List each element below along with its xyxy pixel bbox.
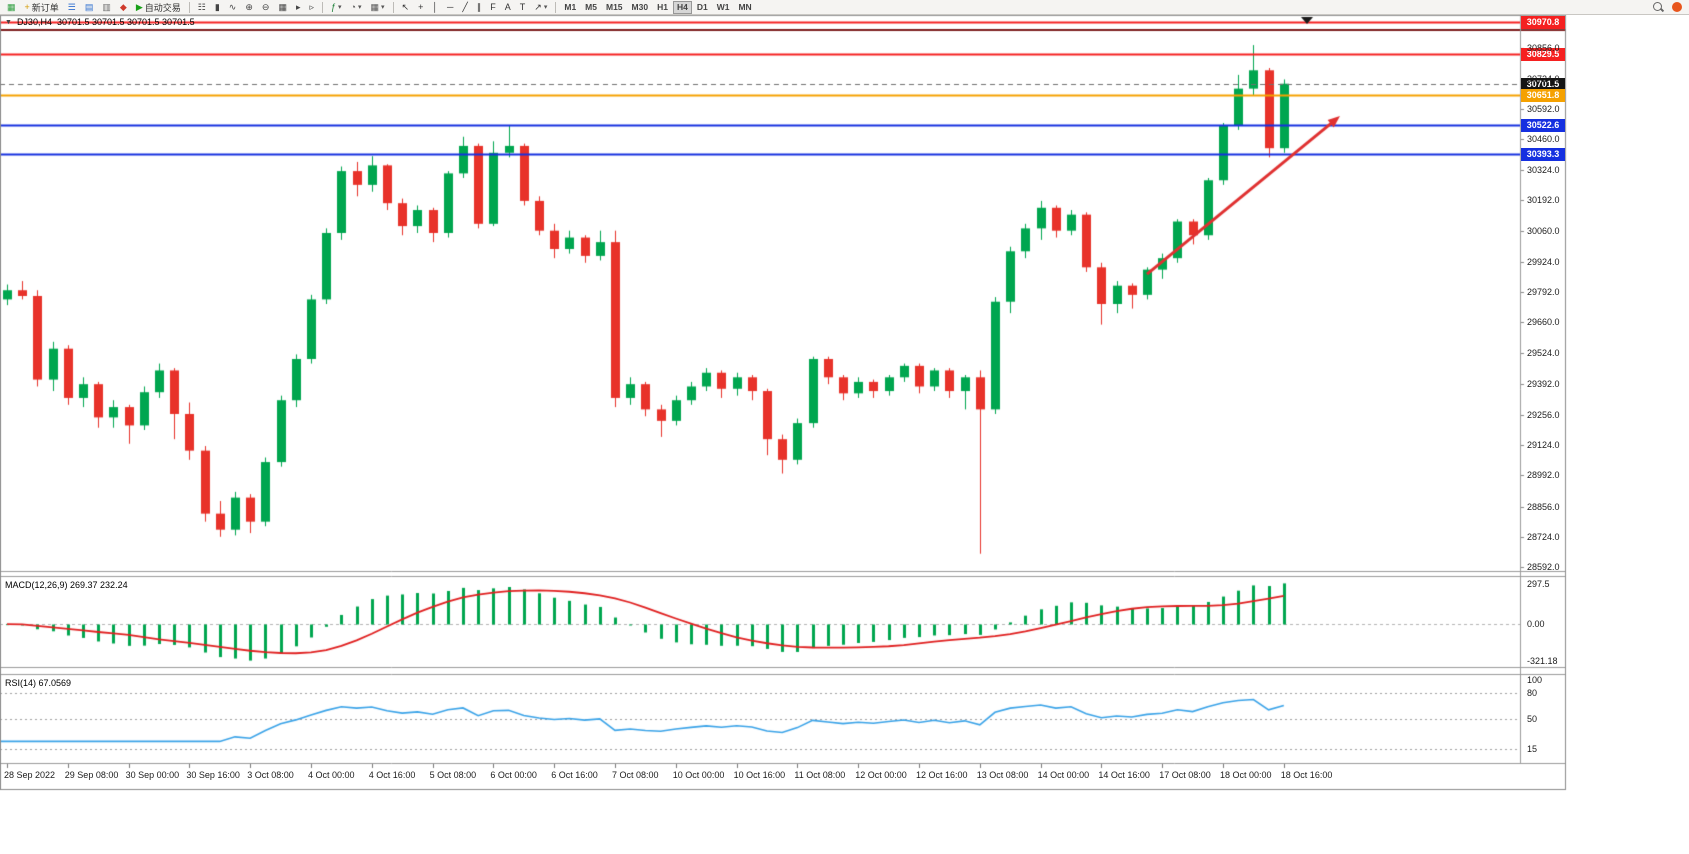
text-button[interactable]: A xyxy=(501,1,515,14)
crosshair-button[interactable]: + xyxy=(414,1,427,14)
ohlc-values: 30701.5 30701.5 30701.5 30701.5 xyxy=(56,17,195,27)
timeframe-m15-button[interactable]: M15 xyxy=(602,1,627,14)
trendline-icon: ╱ xyxy=(462,1,468,12)
bar-chart-style-icon: ☷ xyxy=(197,1,206,12)
equidistant-channel-button[interactable]: ∥ xyxy=(473,1,486,14)
notification-icon[interactable] xyxy=(1672,2,1682,12)
chart-title: ▼ DJ30,H4 30701.5 30701.5 30701.5 30701.… xyxy=(5,17,195,27)
toolbar-separator xyxy=(392,1,394,13)
tile-windows-button[interactable]: ▦ xyxy=(274,1,291,14)
main-toolbar: ▦ + 新订单 ☰ ▤ ▥ ◆ ▶ 自动交易 ☷ ▮ ∿ ⊕ ⊖ ▦ ▸ ▹ ƒ ▾ ◔ ▾ ▦ ▾ ↖ + │ ─ ╱ ∥ F A T ↗ ▾ M… xyxy=(0,0,1689,15)
market-watch-button[interactable]: ☰ xyxy=(64,1,80,14)
candlestick-style-button[interactable]: ▮ xyxy=(211,1,224,14)
autotrading-button[interactable]: ▶ 自动交易 xyxy=(132,1,185,14)
templates-button[interactable]: ▦ ▾ xyxy=(367,1,389,14)
templates-caret-icon: ▾ xyxy=(381,4,385,11)
line-chart-style-button[interactable]: ∿ xyxy=(225,1,241,14)
navigator-button[interactable]: ▥ xyxy=(98,1,115,14)
horizontal-line-icon: ─ xyxy=(446,1,454,12)
data-window-button[interactable]: ▤ xyxy=(81,1,98,14)
toolbar-separator xyxy=(322,1,324,13)
arrows-icon: ↗ xyxy=(534,1,542,12)
timeframe-m30-button[interactable]: M30 xyxy=(628,1,653,14)
timeframe-d1-button[interactable]: D1 xyxy=(693,1,712,14)
collapse-chart-icon[interactable]: ▼ xyxy=(5,18,12,26)
timeframe-h1-button[interactable]: H1 xyxy=(653,1,672,14)
timeframe-m5-button[interactable]: M5 xyxy=(581,1,601,14)
periods-button[interactable]: ◔ ▾ xyxy=(347,1,366,14)
periods-icon: ◔ xyxy=(350,1,356,12)
indicators-caret-icon: ▾ xyxy=(338,4,342,11)
toolbar-separator xyxy=(555,1,557,13)
chart-shift-icon: ▹ xyxy=(309,1,315,12)
strategy-tester-icon: ◆ xyxy=(119,1,127,12)
new-chart-icon: ▦ xyxy=(7,1,16,12)
auto-scroll-icon: ▸ xyxy=(295,1,301,12)
timeframe-mn-button[interactable]: MN xyxy=(734,1,755,14)
market-watch-icon: ☰ xyxy=(67,1,76,12)
autotrading-label: 自动交易 xyxy=(144,2,181,13)
timeframe-w1-button[interactable]: W1 xyxy=(713,1,734,14)
arrows-caret-icon: ▾ xyxy=(543,4,548,11)
equidistant-channel-icon: ∥ xyxy=(476,1,482,12)
auto-scroll-button[interactable]: ▸ xyxy=(292,1,305,14)
new-order-label: 新订单 xyxy=(31,2,59,13)
zoom-in-icon: ⊕ xyxy=(245,1,253,12)
cursor-button[interactable]: ↖ xyxy=(398,1,414,14)
new-order-button[interactable]: + 新订单 xyxy=(21,1,63,14)
line-chart-style-icon: ∿ xyxy=(228,1,237,12)
new-chart-button[interactable]: ▦ xyxy=(3,1,20,14)
candlestick-style-icon: ▮ xyxy=(214,1,220,12)
chart-shift-button[interactable]: ▹ xyxy=(305,1,318,14)
periods-caret-icon: ▾ xyxy=(357,4,362,11)
symbol-period-label: DJ30,H4 xyxy=(16,17,52,27)
bar-chart-style-button[interactable]: ☷ xyxy=(194,1,210,14)
search-icon[interactable] xyxy=(1652,1,1664,13)
text-icon: A xyxy=(504,1,511,12)
vertical-line-icon: │ xyxy=(432,1,438,12)
fibonacci-button[interactable]: F xyxy=(486,1,500,14)
fibonacci-icon: F xyxy=(490,1,496,12)
horizontal-line-button[interactable]: ─ xyxy=(443,1,457,14)
new-order-icon: + xyxy=(24,1,30,12)
navigator-icon: ▥ xyxy=(102,1,111,12)
rsi-indicator-label: RSI(14) 67.0569 xyxy=(5,678,72,688)
trendline-button[interactable]: ╱ xyxy=(458,1,471,14)
timeframe-m1-button[interactable]: M1 xyxy=(560,1,580,14)
zoom-in-button[interactable]: ⊕ xyxy=(241,1,257,14)
toolbar-left-groups: ▦ + 新订单 ☰ ▤ ▥ ◆ ▶ 自动交易 ☷ ▮ ∿ ⊕ ⊖ ▦ ▸ ▹ ƒ ▾ ◔ ▾ ▦ ▾ ↖ + │ ─ ╱ ∥ F A T ↗ ▾ M… xyxy=(3,0,756,14)
crosshair-icon: + xyxy=(418,1,424,12)
strategy-tester-button[interactable]: ◆ xyxy=(116,1,131,14)
cursor-icon: ↖ xyxy=(401,1,410,12)
data-window-icon: ▤ xyxy=(84,1,94,12)
text-label-icon: T xyxy=(519,1,526,12)
text-label-button[interactable]: T xyxy=(516,1,530,14)
vertical-line-button[interactable]: │ xyxy=(428,1,442,14)
templates-icon: ▦ xyxy=(370,1,380,12)
indicators-icon: ƒ xyxy=(331,1,337,12)
toolbar-separator xyxy=(188,1,190,13)
zoom-out-icon: ⊖ xyxy=(261,1,270,12)
tile-windows-icon: ▦ xyxy=(278,1,287,12)
timeframe-h4-button[interactable]: H4 xyxy=(672,0,692,14)
zoom-out-button[interactable]: ⊖ xyxy=(258,1,274,14)
macd-indicator-label: MACD(12,26,9) 269.37 232.24 xyxy=(5,580,128,590)
autotrading-icon: ▶ xyxy=(135,1,143,12)
arrows-button[interactable]: ↗ ▾ xyxy=(530,1,551,14)
indicators-button[interactable]: ƒ ▾ xyxy=(327,1,346,14)
